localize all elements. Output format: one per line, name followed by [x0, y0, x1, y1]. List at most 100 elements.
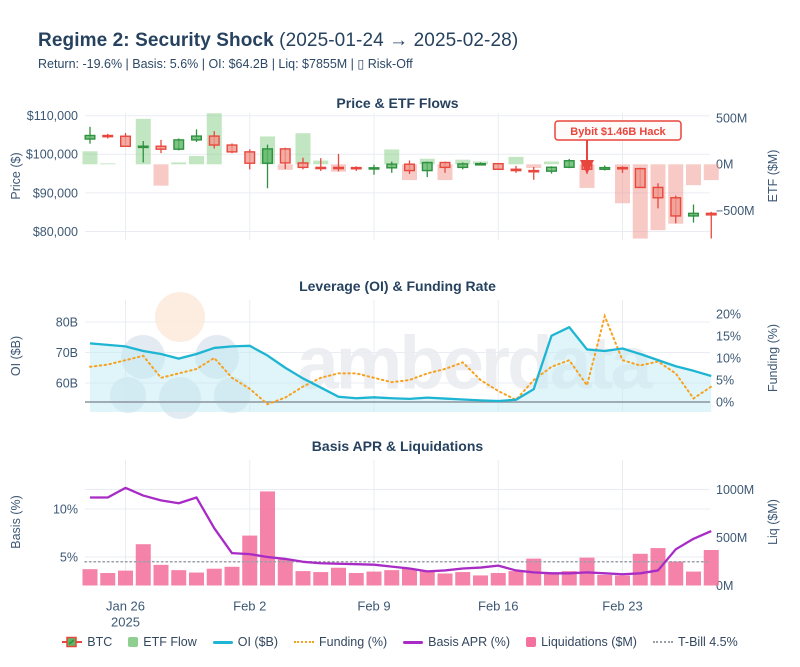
liquidation-bar — [153, 564, 169, 586]
liquidation-bar — [561, 571, 577, 586]
btc-candle — [439, 161, 451, 169]
liquidation-bar — [455, 572, 471, 586]
liquidation-bar — [490, 573, 506, 586]
btc-candle — [84, 134, 96, 140]
etf-flow-bar — [189, 155, 204, 165]
etf-flow-bar — [171, 162, 187, 165]
liquidation-bar — [402, 568, 417, 586]
etf-flow-bar — [153, 164, 169, 186]
liquidation-bar — [118, 570, 133, 586]
liquidation-bar — [348, 573, 364, 586]
etf-flow-bar — [295, 133, 311, 165]
legend-label-t-bill-4.5: T-Bill 4.5% — [677, 635, 738, 649]
price-etf-chart: $110,000 $100,000 $90,000 $80,000 500M 0M −500… — [26, 109, 755, 240]
chart-title-price-etf: Price & ETF Flows — [336, 95, 459, 111]
liquidation-bar — [615, 575, 630, 586]
page-title: Regime 2: Security Shock (2025-01-24 → 2… — [38, 30, 518, 52]
svg-text:$100,000: $100,000 — [26, 148, 78, 162]
chart-legend: BTC ETF Flow OI ($B) Funding (%) Basis APR (… — [0, 635, 800, 649]
liquidation-bar — [100, 573, 116, 586]
btc-candle — [563, 160, 575, 168]
btc-candle — [102, 134, 114, 138]
etf-flow-bar — [544, 161, 559, 165]
liquidation-bar — [384, 570, 400, 586]
legend-label-etf-flow: ETF Flow — [143, 635, 197, 649]
btc-candle — [617, 166, 629, 170]
btc-candle — [475, 162, 487, 166]
svg-text:1000M: 1000M — [716, 483, 754, 497]
bybit-hack-annotation: Bybit $1.46B Hack — [554, 120, 682, 174]
liquidation-bar — [171, 570, 187, 586]
svg-text:0M: 0M — [716, 158, 733, 172]
basis-apr-line — [90, 486, 712, 576]
btc-candle — [244, 151, 256, 164]
svg-text:500M: 500M — [716, 111, 747, 125]
liquidation-bar — [366, 571, 382, 586]
oi-b-swatch-icon — [212, 640, 233, 644]
legend-item-t-bill-4.5[interactable]: T-Bill 4.5% — [652, 635, 738, 649]
svg-text:500M: 500M — [716, 531, 747, 545]
legend-item-liquidations-m[interactable]: Liquidations ($M) — [526, 635, 637, 649]
legend-label-funding: Funding (%) — [319, 635, 388, 649]
liquidation-bar — [313, 572, 329, 586]
liquidation-bar — [135, 544, 151, 586]
liquidation-bar — [331, 567, 346, 586]
header: Regime 2: Security Shock (2025-01-24 → 2… — [38, 30, 518, 71]
liquidations-m-swatch-icon — [526, 637, 537, 647]
liquidation-bar — [189, 572, 204, 586]
legend-item-funding[interactable]: Funding (%) — [294, 635, 387, 649]
svg-text:$90,000: $90,000 — [33, 186, 78, 200]
regime-date-range: (2025-01-24 → 2025-02-28) — [279, 30, 519, 51]
btc-candle — [350, 166, 362, 170]
svg-text:0M: 0M — [716, 579, 733, 593]
legend-label-oi-b: OI ($B) — [237, 635, 279, 649]
btc-candle — [688, 212, 700, 217]
etf-flow-bar — [579, 164, 595, 188]
btc-candle — [528, 169, 540, 173]
etf-flow-bar — [508, 156, 524, 165]
legend-label-basis-apr: Basis APR (%) — [428, 635, 511, 649]
btc-candle — [208, 135, 220, 146]
btc-candle — [492, 162, 504, 170]
btc-candle — [190, 135, 202, 141]
btc-candle — [652, 186, 664, 199]
legend-item-basis-apr[interactable]: Basis APR (%) — [403, 635, 510, 649]
liquidation-bar — [544, 573, 559, 586]
regime-title: Regime 2: Security Shock — [38, 30, 274, 51]
legend-label-btc: BTC — [87, 635, 113, 649]
etf-flow-bar — [615, 164, 630, 204]
liquidation-bar — [82, 569, 98, 586]
btc-candle — [262, 148, 274, 164]
oi-line — [89, 326, 712, 403]
svg-text:2025: 2025 — [111, 615, 140, 630]
btc-candle — [634, 167, 646, 189]
legend-item-oi-b[interactable]: OI ($B) — [212, 635, 279, 649]
btc-candle — [510, 168, 522, 172]
btc-candle — [333, 166, 345, 170]
etf-flow-swatch-icon — [128, 637, 139, 647]
liquidation-bar — [508, 571, 524, 586]
liquidation-bar — [224, 566, 240, 586]
liquidation-bar — [277, 559, 293, 586]
regime-stats: Return: -19.6% | Basis: 5.6% | OI: $64.2… — [38, 57, 413, 71]
svg-text:5%: 5% — [716, 373, 734, 387]
btc-candle — [119, 135, 131, 147]
oi-area — [90, 327, 712, 412]
liquidation-bar — [437, 573, 453, 586]
btc-candle — [279, 148, 291, 164]
svg-text:15%: 15% — [716, 329, 741, 343]
etf-flow-bar — [455, 159, 471, 165]
svg-text:20%: 20% — [716, 307, 741, 321]
svg-text:−500M: −500M — [716, 204, 755, 218]
legend-item-etf-flow[interactable]: ETF Flow — [128, 635, 197, 649]
svg-text:$110,000: $110,000 — [27, 109, 78, 123]
legend-item-btc[interactable]: BTC — [62, 635, 112, 649]
btc-candle — [173, 139, 185, 150]
btc-swatch-icon — [62, 636, 83, 648]
liquidation-bar — [473, 575, 488, 586]
btc-candle — [137, 145, 149, 149]
liquidation-bar — [597, 574, 613, 586]
svg-text:10%: 10% — [53, 502, 78, 516]
